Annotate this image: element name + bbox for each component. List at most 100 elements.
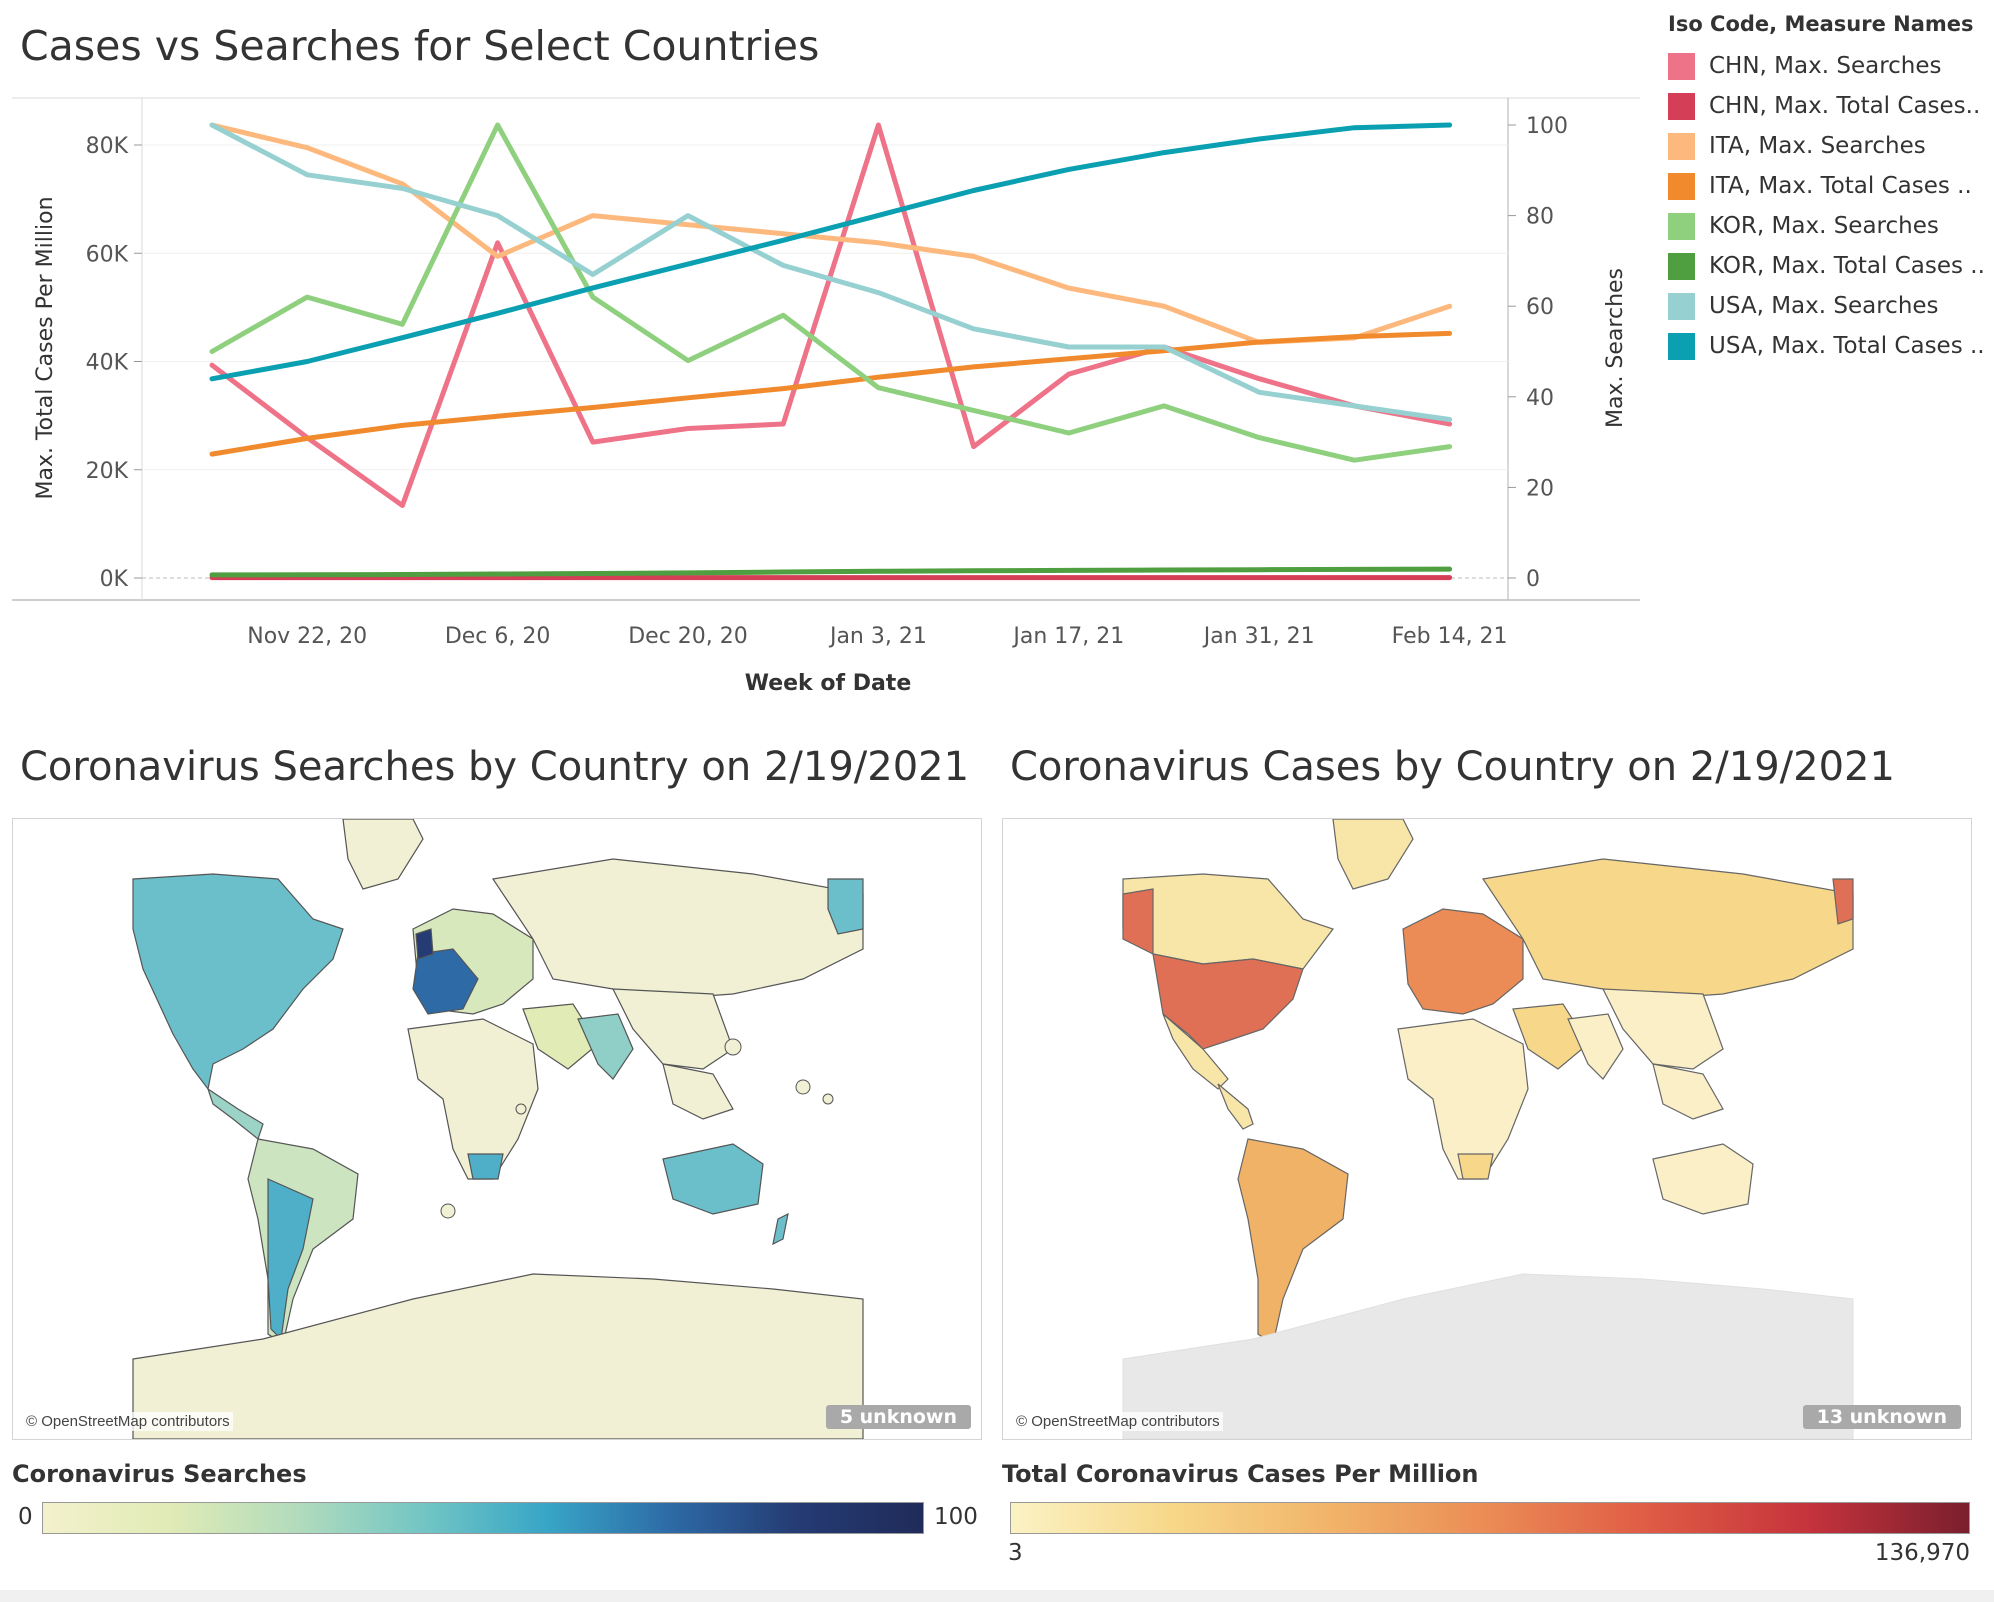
south-america-shape — [1237, 1138, 1349, 1345]
right-tick-label: 40 — [1526, 386, 1554, 411]
southeast-asia-shape — [662, 1063, 734, 1120]
legend-swatch — [1668, 252, 1695, 280]
legend-label: ITA, Max. Searches — [1709, 133, 1926, 159]
left-tick-label: 20K — [86, 459, 129, 484]
legend-item[interactable]: USA, Max. Searches — [1668, 286, 1988, 326]
europe-shape — [1402, 908, 1524, 1015]
left-tick-label: 40K — [86, 351, 129, 376]
cases-scale-min: 3 — [1008, 1540, 1023, 1566]
russia-asia-shape — [1481, 858, 1854, 1000]
x-tick-label: Dec 20, 20 — [628, 624, 748, 649]
legend-item[interactable]: ITA, Max. Total Cases .. — [1668, 166, 1988, 206]
east-asia-shape — [1602, 988, 1724, 1070]
cases-map-canvas[interactable] — [1003, 819, 1971, 1439]
greenland-shape — [1332, 819, 1414, 890]
series-line-6 — [209, 122, 1453, 422]
south-africa-shape — [1457, 1153, 1494, 1180]
legend-swatch — [1668, 332, 1695, 360]
right-axis-label: Max. Searches — [1603, 268, 1628, 428]
legend-label: KOR, Max. Total Cases .. — [1709, 253, 1985, 279]
india-shape — [1567, 1013, 1624, 1080]
legend-item[interactable]: KOR, Max. Searches — [1668, 206, 1988, 246]
cases-scale-title: Total Coronavirus Cases Per Million — [1002, 1460, 1479, 1488]
searches-map-canvas[interactable] — [13, 819, 981, 1439]
legend-item[interactable]: KOR, Max. Total Cases .. — [1668, 246, 1988, 286]
antarctica-shape — [132, 1273, 864, 1439]
cases-scale-max: 136,970 — [1874, 1540, 1970, 1566]
legend-label: CHN, Max. Searches — [1709, 53, 1942, 79]
east-asia-shape — [612, 988, 734, 1070]
legend-swatch — [1668, 292, 1695, 320]
legend-swatch — [1668, 212, 1695, 240]
x-axis-label: Week of Date — [745, 671, 912, 696]
alaska-chukotka-shape — [827, 878, 864, 935]
searches-scale-title: Coronavirus Searches — [12, 1460, 307, 1488]
greenland-shape — [342, 819, 424, 890]
line-chart-panel[interactable]: 80K 60K 40K 20K 0K 100 80 60 40 20 0 Nov 22, 20 Dec … — [0, 90, 1660, 710]
uk-shape — [415, 928, 434, 960]
searches-scale-max: 100 — [934, 1504, 978, 1530]
right-tick-label: 60 — [1526, 295, 1554, 320]
series-line-0 — [209, 122, 1453, 508]
searches-world-map[interactable]: © OpenStreetMap contributors 5 unknown — [12, 818, 982, 1440]
cases-map-title: Coronavirus Cases by Country on 2/19/202… — [1010, 744, 1895, 790]
southern-cone-shape — [267, 1178, 314, 1341]
series-line-2 — [209, 122, 1453, 345]
right-tick-label: 0 — [1526, 567, 1540, 592]
legend-item[interactable]: ITA, Max. Searches — [1668, 126, 1988, 166]
legend-label: CHN, Max. Total Cases.. — [1709, 93, 1981, 119]
right-tick-label: 100 — [1526, 114, 1568, 139]
legend-item[interactable]: CHN, Max. Searches — [1668, 46, 1988, 86]
chukotka-shape — [1832, 878, 1854, 925]
australia-shape — [1652, 1143, 1754, 1215]
usa-shape — [1152, 953, 1304, 1050]
series-line-5 — [209, 566, 1453, 578]
right-tick-label: 20 — [1526, 476, 1554, 501]
legend-title: Iso Code, Measure Names — [1668, 12, 1974, 36]
x-tick-label: Nov 22, 20 — [247, 624, 367, 649]
legend-label: USA, Max. Total Cases .. — [1709, 333, 1985, 359]
searches-unknown-badge[interactable]: 5 unknown — [825, 1405, 971, 1429]
cases-map-credit[interactable]: © OpenStreetMap contributors — [1013, 1412, 1223, 1431]
bottom-strip — [0, 1590, 1994, 1602]
australia-shape — [662, 1143, 764, 1215]
searches-scale-min: 0 — [18, 1504, 33, 1530]
south-africa-shape — [467, 1153, 504, 1180]
western-europe-shape — [412, 948, 479, 1015]
india-shape — [577, 1013, 634, 1080]
x-tick-label: Dec 6, 20 — [445, 624, 551, 649]
antarctica-shape — [1122, 1273, 1854, 1439]
chart-title: Cases vs Searches for Select Countries — [20, 22, 820, 70]
left-axis-label: Max. Total Cases Per Million — [33, 196, 58, 499]
legend-swatch — [1668, 132, 1695, 160]
left-tick-label: 60K — [86, 242, 129, 267]
line-chart[interactable]: 80K 60K 40K 20K 0K 100 80 60 40 20 0 Nov 22, 20 Dec … — [0, 90, 1660, 710]
legend-label: ITA, Max. Total Cases .. — [1709, 173, 1972, 199]
chart-legend[interactable]: Iso Code, Measure Names CHN, Max. Search… — [1668, 12, 1988, 366]
legend-items: CHN, Max. Searches CHN, Max. Total Cases.… — [1668, 46, 1988, 366]
x-tick-label: Jan 3, 21 — [828, 624, 927, 649]
legend-label: KOR, Max. Searches — [1709, 213, 1939, 239]
series-line-3 — [209, 330, 1453, 457]
north-america-shape — [132, 873, 344, 1091]
x-tick-label: Jan 31, 21 — [1202, 624, 1315, 649]
mexico-shape — [1162, 1013, 1229, 1090]
cases-unknown-badge[interactable]: 13 unknown — [1802, 1405, 1961, 1429]
searches-color-scale — [42, 1502, 924, 1534]
cases-color-scale — [1010, 1502, 1970, 1534]
russia-asia-shape — [491, 858, 864, 1000]
legend-swatch — [1668, 92, 1695, 120]
searches-map-credit[interactable]: © OpenStreetMap contributors — [23, 1412, 233, 1431]
x-tick-label: Feb 14, 21 — [1392, 624, 1508, 649]
legend-label: USA, Max. Searches — [1709, 293, 1939, 319]
cases-world-map[interactable]: © OpenStreetMap contributors 13 unknown — [1002, 818, 1972, 1440]
series-line-7 — [209, 122, 1453, 382]
central-america-shape — [1217, 1083, 1254, 1130]
legend-swatch — [1668, 172, 1695, 200]
legend-item[interactable]: CHN, Max. Total Cases.. — [1668, 86, 1988, 126]
new-zealand-shape — [772, 1212, 789, 1246]
left-tick-label: 80K — [86, 134, 129, 159]
legend-swatch — [1668, 52, 1695, 80]
series-line-4 — [209, 122, 1453, 463]
legend-item[interactable]: USA, Max. Total Cases .. — [1668, 326, 1988, 366]
